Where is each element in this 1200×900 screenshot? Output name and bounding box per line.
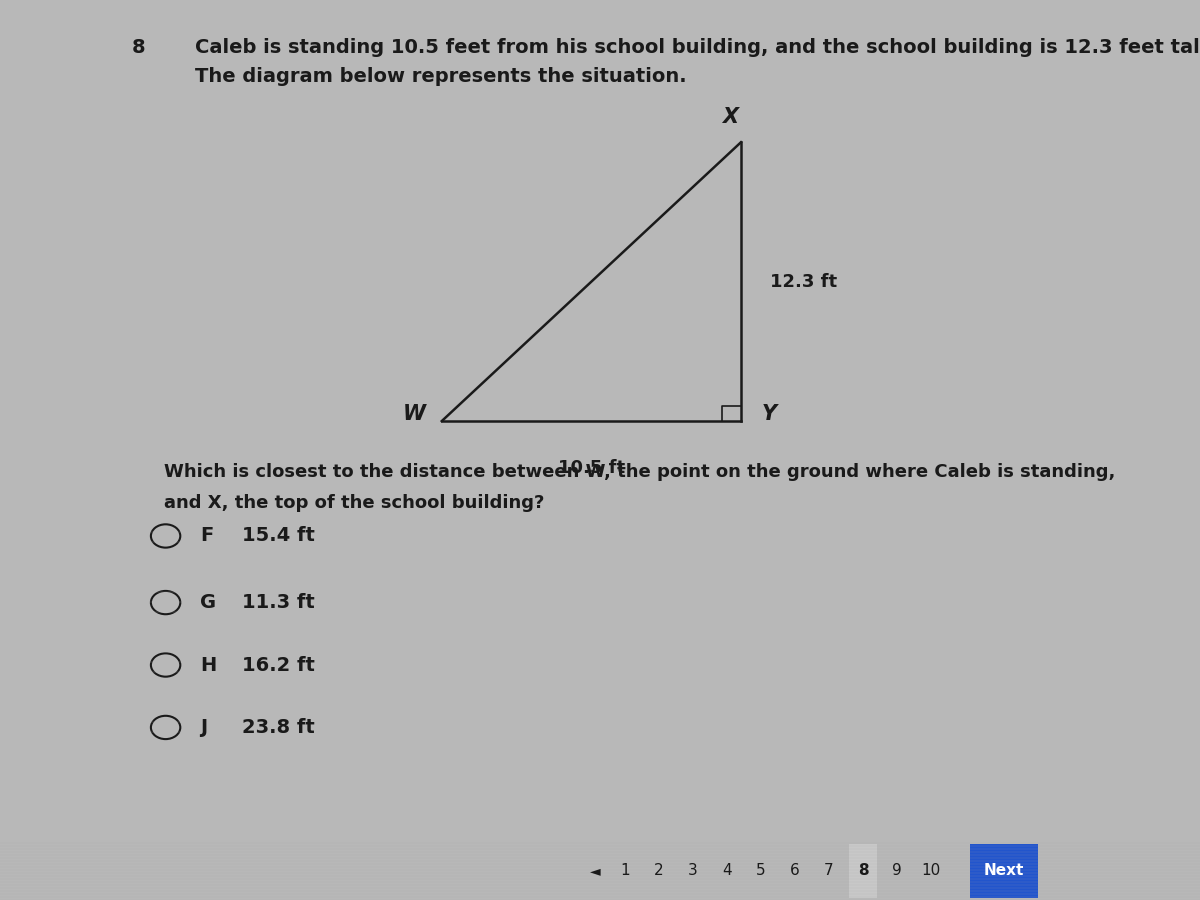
Text: 10: 10: [922, 863, 941, 878]
Text: 16.2 ft: 16.2 ft: [242, 655, 316, 674]
Text: 7: 7: [824, 863, 834, 878]
Text: 15.4 ft: 15.4 ft: [242, 526, 316, 545]
Text: Next: Next: [984, 863, 1024, 878]
Text: W: W: [403, 404, 426, 425]
Text: 2: 2: [654, 863, 664, 878]
Text: 1: 1: [620, 863, 630, 878]
Text: H: H: [200, 655, 216, 674]
Text: 8: 8: [132, 38, 145, 57]
Text: 9: 9: [892, 863, 902, 878]
Text: 23.8 ft: 23.8 ft: [242, 718, 314, 737]
Text: and X, the top of the school building?: and X, the top of the school building?: [163, 493, 544, 511]
Text: Which is closest to the distance between W, the point on the ground where Caleb : Which is closest to the distance between…: [163, 463, 1115, 481]
Text: 8: 8: [858, 863, 869, 878]
Text: 5: 5: [756, 863, 766, 878]
Text: F: F: [200, 526, 214, 545]
Text: 11.3 ft: 11.3 ft: [242, 593, 314, 612]
Text: 6: 6: [790, 863, 800, 878]
Text: Y: Y: [762, 404, 778, 425]
Text: 4: 4: [722, 863, 732, 878]
Text: G: G: [200, 593, 216, 612]
Text: The diagram below represents the situation.: The diagram below represents the situati…: [194, 68, 686, 86]
Text: Caleb is standing 10.5 feet from his school building, and the school building is: Caleb is standing 10.5 feet from his sch…: [194, 38, 1200, 57]
Text: J: J: [200, 718, 208, 737]
Text: 10.5 ft: 10.5 ft: [558, 459, 625, 477]
Bar: [850, 843, 877, 898]
Text: 3: 3: [688, 863, 698, 878]
Text: ◄: ◄: [589, 864, 600, 878]
Text: X: X: [722, 107, 738, 127]
Text: 12.3 ft: 12.3 ft: [770, 273, 838, 291]
Bar: [970, 843, 1038, 898]
